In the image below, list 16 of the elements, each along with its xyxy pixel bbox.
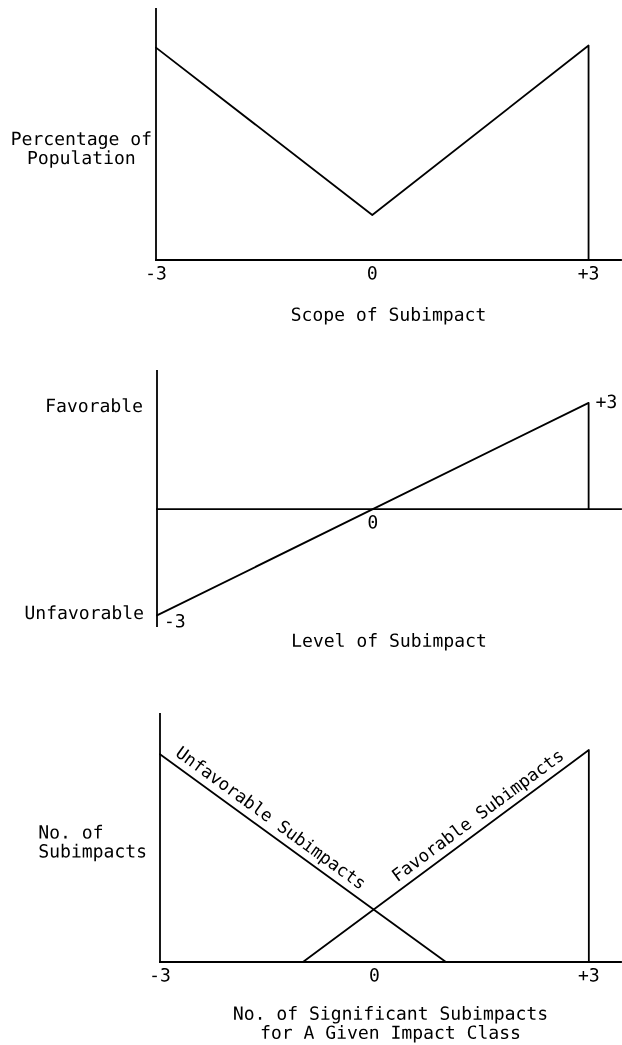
x-axis-title: Scope of Subimpact [291,307,485,325]
data-label: +3 [596,394,616,409]
x-axis-title: Level of Subimpact [293,633,486,651]
x-tick-label: +3 [578,265,599,280]
x-tick-label: 0 [370,967,379,982]
data-label: -3 [167,613,185,628]
x-tick-label: -3 [148,265,166,280]
y-axis-title: Percentage of Population [12,131,151,168]
text: Favorable [47,398,142,413]
x-tick-label: -3 [152,967,170,982]
x-axis-title: No. of Significant Subimpacts for A Given Impact Class [234,1006,547,1043]
data-label: 0 [368,515,378,529]
x-tick-label: 0 [368,265,377,280]
y-axis-title: No. of Subimpacts [39,824,146,862]
text: Unfavorable [25,605,143,620]
x-tick-label: +3 [578,967,599,982]
